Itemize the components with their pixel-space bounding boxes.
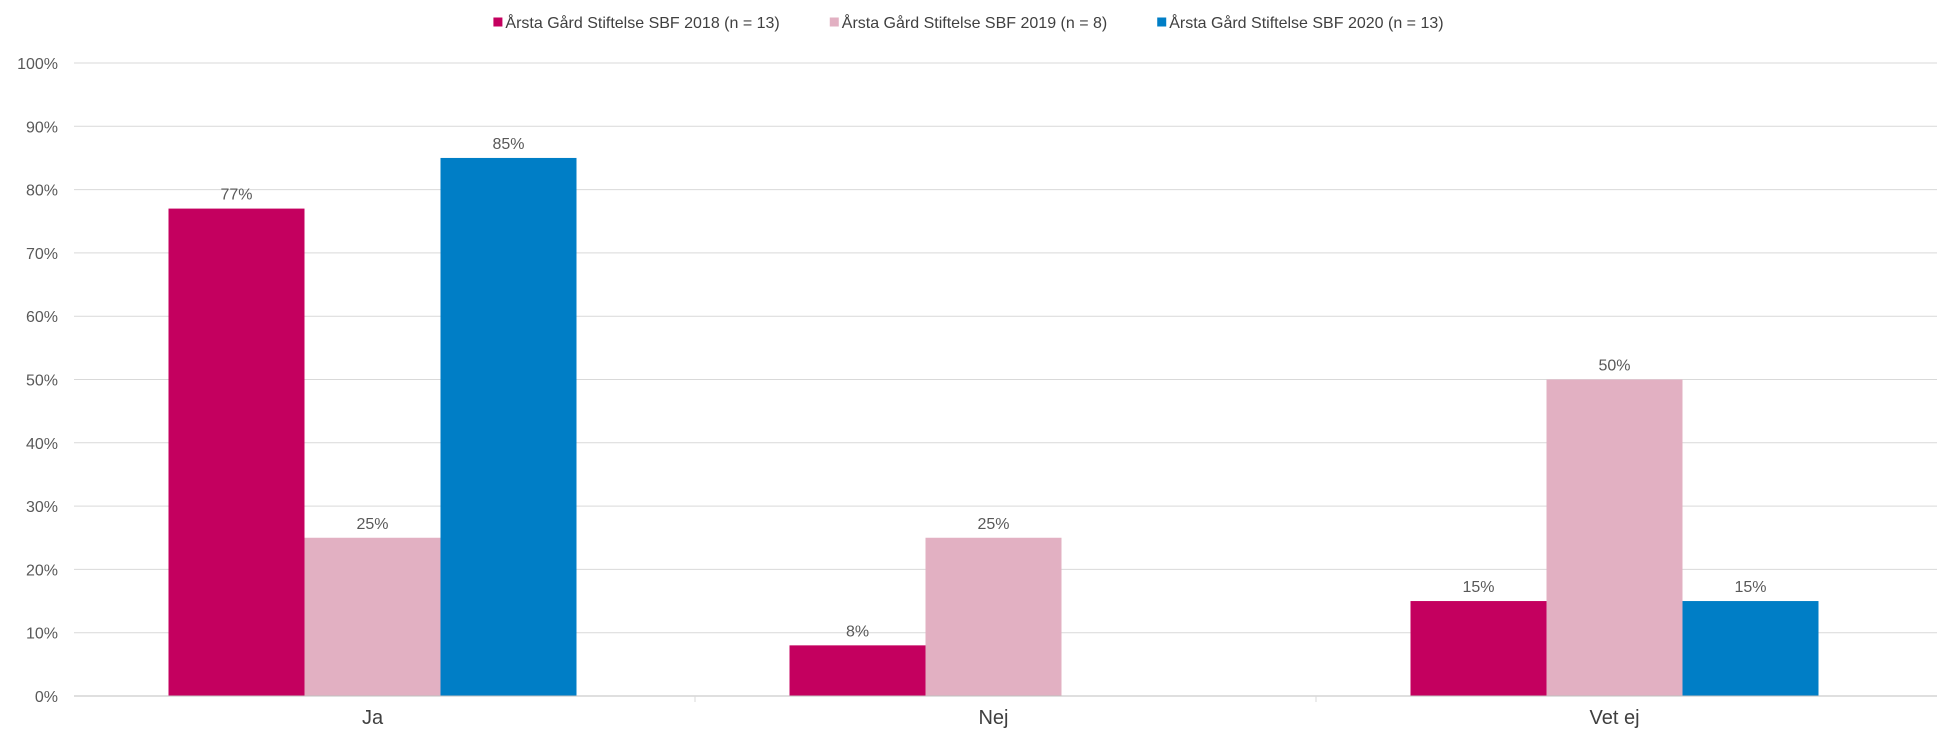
y-tick-label: 30% <box>26 499 58 516</box>
bar <box>1682 601 1819 696</box>
bar <box>168 208 305 696</box>
y-tick-label: 70% <box>26 246 58 263</box>
data-label: 8% <box>846 623 869 640</box>
data-labels: 77% 25% 85% 8% 25% 15% 50% 15% <box>220 136 1766 640</box>
bar <box>304 537 441 696</box>
x-tick-label: Vet ej <box>1589 707 1639 729</box>
y-tick-label: 40% <box>26 436 58 453</box>
y-tick-label: 0% <box>35 689 58 706</box>
data-label: 15% <box>1462 579 1494 596</box>
legend-label: Årsta Gård Stiftelse SBF 2018 (n = 13) <box>505 13 779 32</box>
bar <box>925 537 1062 696</box>
y-tick-label: 10% <box>26 626 58 643</box>
data-label: 85% <box>492 136 524 153</box>
x-tick-label: Ja <box>362 707 384 729</box>
legend: Årsta Gård Stiftelse SBF 2018 (n = 13) År… <box>493 13 1444 32</box>
y-tick-label: 80% <box>26 183 58 200</box>
data-label: 25% <box>356 516 388 533</box>
x-tick-label: Nej <box>978 707 1008 729</box>
bar <box>1546 379 1683 696</box>
legend-swatch <box>829 17 839 27</box>
legend-label: Årsta Gård Stiftelse SBF 2019 (n = 8) <box>842 13 1107 32</box>
y-tick-label: 90% <box>26 119 58 136</box>
legend-swatch <box>493 17 503 27</box>
y-tick-label: 20% <box>26 562 58 579</box>
bar <box>440 157 577 696</box>
legend-label: Årsta Gård Stiftelse SBF 2020 (n = 13) <box>1169 13 1443 32</box>
data-label: 77% <box>220 187 252 204</box>
data-label: 50% <box>1598 358 1630 375</box>
legend-swatch <box>1157 17 1167 27</box>
bars <box>168 157 1819 696</box>
y-tick-label: 100% <box>17 56 58 73</box>
bar <box>789 645 926 696</box>
bar <box>1410 601 1547 696</box>
y-tick-label: 50% <box>26 373 58 390</box>
data-label: 15% <box>1734 579 1766 596</box>
data-label: 25% <box>977 516 1009 533</box>
y-tick-label: 60% <box>26 309 58 326</box>
axes: 0% 10% 20% 30% 40% 50% 60% 70% 80% 90% 100% Ja Nej Ve… <box>17 56 1937 729</box>
